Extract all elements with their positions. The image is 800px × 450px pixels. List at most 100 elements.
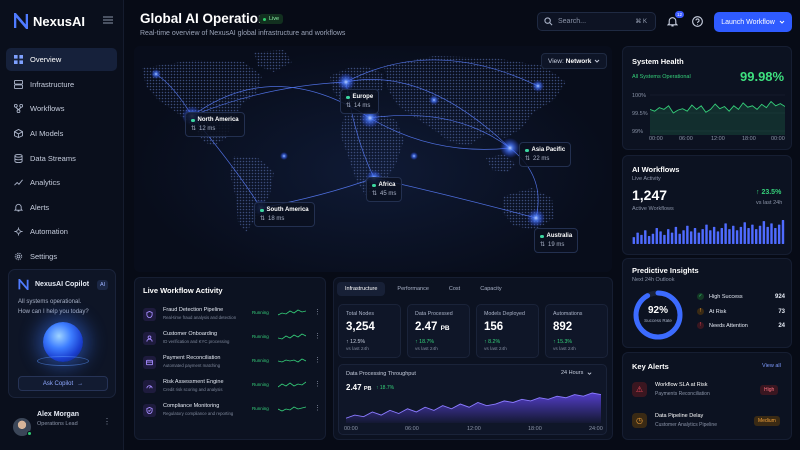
automation-icon xyxy=(14,227,23,236)
tab-capacity[interactable]: Capacity xyxy=(480,286,502,292)
more-vertical-icon[interactable]: ⋮ xyxy=(314,333,321,340)
sidebar-item-alerts[interactable]: Alerts xyxy=(6,196,117,219)
workflow-name: Fraud Detection Pipeline xyxy=(163,307,224,313)
region-label-australia[interactable]: Australia ⇅ 19 ms xyxy=(534,228,579,253)
activity-bar xyxy=(762,221,766,244)
more-vertical-icon[interactable]: ⋮ xyxy=(103,417,111,426)
metric-change-value: 15.3% xyxy=(557,339,573,345)
latency-icon: ⇅ xyxy=(191,125,197,132)
ring-value: 92% xyxy=(647,305,668,316)
arrow-right-icon: → xyxy=(77,380,84,387)
activity-bar xyxy=(724,223,727,244)
time-range-select[interactable]: 24 Hours xyxy=(561,370,592,376)
sidebar-item-data-streams[interactable]: Data Streams xyxy=(6,146,117,169)
view-all-link[interactable]: View all xyxy=(762,363,781,369)
chevron-down-icon xyxy=(587,371,592,375)
logo[interactable]: NexusAI xyxy=(14,13,85,29)
tab-infrastructure[interactable]: Infrastructure xyxy=(337,282,386,296)
activity-bar xyxy=(709,230,712,244)
alert-item[interactable]: ⚠ Workflow SLA at Risk Payments Reconcil… xyxy=(632,380,784,402)
more-vertical-icon[interactable]: ⋮ xyxy=(314,357,321,364)
region-latency: 18 ms xyxy=(268,215,285,222)
activity-bar xyxy=(682,230,685,244)
activity-bar xyxy=(640,234,643,244)
panel-title: Predictive Insights xyxy=(632,266,699,275)
activity-bar xyxy=(659,231,662,244)
sidebar-item-workflows[interactable]: Workflows xyxy=(6,97,117,120)
workflow-row[interactable]: Compliance Monitoring Regulatory complian… xyxy=(143,401,321,423)
region-status-dot xyxy=(191,118,195,122)
alert-title: Data Pipeline Delay xyxy=(655,413,704,419)
search-input[interactable]: Search... ⌘ K xyxy=(537,12,656,31)
throughput-line xyxy=(346,392,601,419)
sidebar-nav: Overview Infrastructure Workflows AI Mod… xyxy=(6,48,117,269)
active-workflows-label: Active Workflows xyxy=(632,206,674,212)
health-area xyxy=(650,101,785,135)
sidebar-item-ai-models[interactable]: AI Models xyxy=(6,122,117,145)
workflows-change: ↑ 23.5% xyxy=(756,189,781,196)
region-label-africa[interactable]: Africa ⇅ 45 ms xyxy=(366,177,403,202)
workflow-status: Running xyxy=(252,406,269,411)
x-tick: 12:00 xyxy=(711,136,725,142)
metric-value: 2.47 xyxy=(415,321,438,333)
more-vertical-icon[interactable]: ⋮ xyxy=(314,381,321,388)
sidebar-item-analytics[interactable]: Analytics xyxy=(6,171,117,194)
y-tick: 99% xyxy=(632,129,644,135)
tab-performance[interactable]: Performance xyxy=(397,286,429,292)
workflow-status: Running xyxy=(252,310,269,315)
ask-copilot-button[interactable]: Ask Copilot → xyxy=(18,376,108,391)
throughput-value: 2.47 xyxy=(346,383,362,392)
menu-toggle-icon[interactable] xyxy=(103,16,113,24)
help-icon[interactable] xyxy=(692,16,703,27)
key-alerts-panel: Key Alerts View all ⚠ Workflow SLA at Ri… xyxy=(622,352,792,440)
arrow-up-icon: ↑ xyxy=(415,339,420,345)
metric-label: Data Processed xyxy=(415,311,453,317)
throughput-change-value: 18.7% xyxy=(379,385,395,391)
metric-change: ↑ 8.2% xyxy=(484,339,500,345)
sidebar-item-settings[interactable]: Settings xyxy=(6,245,117,268)
workflow-name: Risk Assessment Engine xyxy=(163,379,224,385)
activity-bar xyxy=(632,237,636,244)
user-profile[interactable]: Alex Morgan Operations Lead ⋮ xyxy=(13,411,111,436)
sidebar-item-label: Alerts xyxy=(30,202,50,212)
metric-label: Models Deployed xyxy=(484,311,525,317)
system-health-panel: System Health All Systems Operational 99… xyxy=(622,46,792,150)
notifications-bell-icon[interactable] xyxy=(667,16,678,27)
workflow-sparkline xyxy=(278,358,306,363)
more-vertical-icon[interactable]: ⋮ xyxy=(314,405,321,412)
sidebar-item-overview[interactable]: Overview xyxy=(6,48,117,72)
workflow-row[interactable]: Customer Onboarding ID verification and K… xyxy=(143,329,321,351)
tab-cost[interactable]: Cost xyxy=(448,286,461,292)
more-vertical-icon[interactable]: ⋮ xyxy=(314,309,321,316)
activity-bar xyxy=(689,231,693,244)
launch-workflow-button[interactable]: Launch Workflow xyxy=(714,12,792,32)
world-map-graphic xyxy=(142,50,566,232)
region-status-dot xyxy=(525,148,529,152)
latency-icon: ⇅ xyxy=(260,215,266,222)
workflow-row[interactable]: Risk Assessment Engine Credit risk scorin… xyxy=(143,377,321,399)
workflow-row[interactable]: Payment Reconciliation Automated payment … xyxy=(143,353,321,375)
sidebar-item-label: Automation xyxy=(30,227,68,237)
region-status-dot xyxy=(540,234,544,238)
region-label-europe[interactable]: Europe ⇅ 14 ms xyxy=(340,89,380,114)
world-map[interactable]: North America ⇅ 12 ms Europe ⇅ 14 ms Asia Pa… xyxy=(134,46,612,272)
region-label-north-america[interactable]: North America ⇅ 12 ms xyxy=(185,112,245,137)
activity-bar xyxy=(739,226,743,244)
activity-bar xyxy=(720,228,723,244)
workflow-row[interactable]: Fraud Detection Pipeline Real-time fraud … xyxy=(143,305,321,327)
ring-label: Success Rate xyxy=(644,318,672,323)
region-label-south-america[interactable]: South America ⇅ 18 ms xyxy=(254,202,315,227)
alert-item[interactable]: ◷ Data Pipeline Delay Customer Analytics… xyxy=(632,411,784,433)
activity-bar xyxy=(712,226,716,244)
throughput-unit: PB xyxy=(363,386,372,392)
region-label-asia-pacific[interactable]: Asia Pacific ⇅ 22 ms xyxy=(519,142,572,167)
sidebar-item-automation[interactable]: Automation xyxy=(6,220,117,243)
sidebar-item-infrastructure[interactable]: Infrastructure xyxy=(6,73,117,96)
x-tick: 00:00 xyxy=(771,136,785,142)
map-view-select[interactable]: View: Network xyxy=(541,53,607,69)
workflow-sparkline xyxy=(278,333,306,340)
bell-icon xyxy=(14,203,23,212)
activity-bar xyxy=(636,232,639,244)
page-title: Global AI Operations xyxy=(140,11,274,26)
